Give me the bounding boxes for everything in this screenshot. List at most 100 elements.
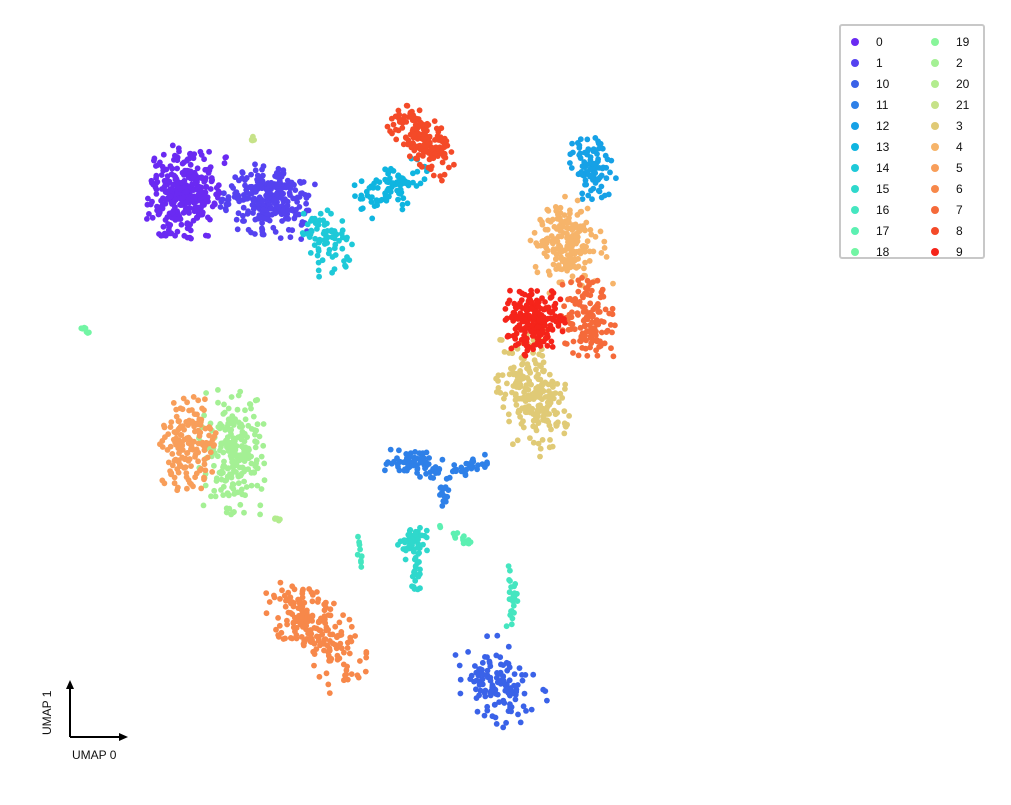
scatter-point-cluster-7 <box>579 345 586 351</box>
scatter-point-cluster-4 <box>573 264 580 271</box>
scatter-point-cluster-0 <box>145 195 151 202</box>
scatter-point-cluster-10 <box>478 669 485 676</box>
scatter-point-cluster-5 <box>168 419 175 425</box>
scatter-point-cluster-10 <box>477 687 484 694</box>
legend-label: 11 <box>876 97 889 112</box>
scatter-point-cluster-2 <box>215 387 221 393</box>
scatter-point-cluster-13 <box>359 195 366 202</box>
scatter-point-cluster-5 <box>165 459 172 466</box>
scatter-point-cluster-8 <box>441 150 448 157</box>
scatter-point-cluster-11 <box>463 466 470 473</box>
scatter-point-cluster-0 <box>163 196 170 203</box>
scatter-point-cluster-13 <box>404 200 411 207</box>
scatter-point-cluster-7 <box>597 343 604 349</box>
scatter-point-cluster-12 <box>585 146 592 153</box>
scatter-point-cluster-2 <box>211 487 218 494</box>
scatter-point-cluster-12 <box>590 185 597 192</box>
scatter-point-cluster-2 <box>213 475 220 482</box>
scatter-point-cluster-5 <box>188 446 194 453</box>
scatter-point-cluster-2 <box>212 493 219 500</box>
scatter-point-cluster-2 <box>238 433 244 439</box>
scatter-point-cluster-3 <box>554 381 561 387</box>
legend-marker <box>931 79 939 88</box>
scatter-point-cluster-0 <box>149 198 155 205</box>
scatter-point-cluster-16 <box>358 557 364 564</box>
legend-item-17: 17 <box>851 220 889 241</box>
scatter-point-cluster-0 <box>149 214 156 221</box>
scatter-point-cluster-0 <box>178 179 185 186</box>
legend-label: 14 <box>876 160 890 175</box>
scatter-point-cluster-16 <box>506 577 512 583</box>
scatter-point-cluster-2 <box>227 471 233 477</box>
scatter-point-cluster-6 <box>271 592 277 599</box>
scatter-point-cluster-1 <box>247 184 254 190</box>
scatter-point-cluster-1 <box>252 216 259 223</box>
scatter-point-cluster-3 <box>561 408 568 414</box>
scatter-point-cluster-1 <box>299 190 305 197</box>
scatter-point-cluster-1 <box>252 161 258 168</box>
scatter-point-cluster-10 <box>457 676 464 683</box>
scatter-point-cluster-0 <box>205 233 212 239</box>
legend-marker <box>931 163 939 172</box>
scatter-point-cluster-11 <box>453 468 459 475</box>
scatter-point-cluster-7 <box>598 318 605 325</box>
legend-item-4: 4 <box>931 136 969 157</box>
scatter-point-cluster-1 <box>248 171 255 178</box>
scatter-point-cluster-3 <box>504 380 510 387</box>
scatter-point-cluster-15 <box>424 547 430 554</box>
scatter-point-cluster-3 <box>540 368 546 374</box>
scatter-point-cluster-2 <box>240 451 247 458</box>
scatter-point-cluster-14 <box>321 237 328 243</box>
scatter-point-cluster-4 <box>584 238 591 245</box>
scatter-point-cluster-16 <box>355 533 361 540</box>
scatter-point-cluster-0 <box>169 142 176 149</box>
scatter-point-cluster-1 <box>284 181 291 188</box>
scatter-point-cluster-0 <box>172 204 178 211</box>
legend-item-14: 14 <box>851 157 889 178</box>
legend-marker <box>931 100 939 109</box>
scatter-point-cluster-5 <box>167 424 174 430</box>
scatter-point-cluster-9 <box>559 328 566 335</box>
scatter-point-cluster-12 <box>594 151 600 157</box>
scatter-point-cluster-2 <box>226 492 232 499</box>
scatter-point-cluster-10 <box>506 677 513 684</box>
scatter-point-cluster-2 <box>220 449 227 456</box>
scatter-point-cluster-10 <box>520 703 527 710</box>
scatter-point-cluster-11 <box>404 454 411 461</box>
scatter-point-cluster-10 <box>472 663 478 669</box>
legend-item-11: 11 <box>851 94 889 115</box>
scatter-point-cluster-6 <box>301 640 308 646</box>
scatter-point-cluster-3 <box>515 409 522 416</box>
scatter-point-cluster-14 <box>311 215 318 222</box>
scatter-point-cluster-3 <box>506 371 513 378</box>
legend-item-9: 9 <box>931 241 969 262</box>
scatter-point-cluster-16 <box>507 567 513 574</box>
scatter-point-cluster-3 <box>561 420 568 427</box>
scatter-point-cluster-10 <box>528 706 535 713</box>
scatter-point-cluster-2 <box>238 456 245 462</box>
scatter-point-cluster-2 <box>261 477 268 484</box>
scatter-point-cluster-12 <box>576 142 583 149</box>
scatter-point-cluster-0 <box>215 194 221 201</box>
scatter-point-cluster-1 <box>240 204 247 211</box>
scatter-point-cluster-8 <box>405 137 412 144</box>
legend-marker <box>931 121 939 130</box>
scatter-point-cluster-5 <box>170 436 177 443</box>
scatter-point-cluster-9 <box>528 305 535 312</box>
scatter-point-cluster-1 <box>221 190 227 197</box>
scatter-point-cluster-11 <box>470 458 477 465</box>
scatter-point-cluster-16 <box>505 563 512 569</box>
scatter-point-cluster-0 <box>169 209 176 216</box>
scatter-point-cluster-0 <box>174 228 181 235</box>
scatter-point-cluster-5 <box>209 469 216 475</box>
scatter-point-cluster-6 <box>315 633 322 640</box>
scatter-point-cluster-0 <box>167 186 174 193</box>
scatter-point-cluster-4 <box>574 238 581 245</box>
scatter-point-cluster-8 <box>392 113 399 120</box>
scatter-point-cluster-10 <box>544 697 550 704</box>
scatter-point-cluster-3 <box>542 417 549 424</box>
scatter-point-cluster-6 <box>284 621 290 628</box>
scatter-point-cluster-5 <box>162 434 168 441</box>
scatter-point-cluster-11 <box>441 493 448 500</box>
scatter-point-cluster-5 <box>164 447 171 453</box>
